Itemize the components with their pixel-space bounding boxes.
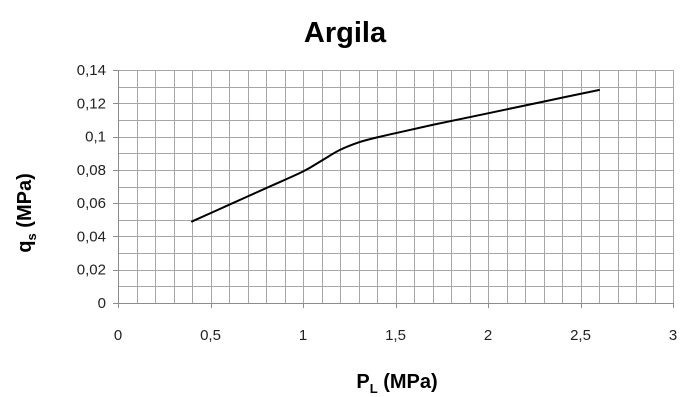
- series-group: [191, 89, 600, 223]
- x-tick-label: 1: [299, 327, 307, 344]
- series-line-1: [191, 89, 600, 223]
- y-tick-label: 0,08: [77, 162, 106, 179]
- y-tick-label: 0,04: [77, 228, 106, 245]
- tick-labels: 0 0,02 0,04 0,06 0,08 0,1 0,12 0,14 0 0,5 1 1,5 2 2,5…: [77, 62, 677, 344]
- y-tick-label: 0: [98, 295, 106, 312]
- x-tick-label: 2,5: [570, 327, 591, 344]
- x-tick-label: 3: [669, 327, 677, 344]
- y-tick-label: 0,06: [77, 195, 106, 212]
- x-tick-label: 0: [114, 327, 122, 344]
- x-tick-label: 0,5: [200, 327, 221, 344]
- y-axis-label: qs (MPa): [14, 173, 39, 252]
- y-tick-label: 0,02: [77, 262, 106, 279]
- y-tick-label: 0,1: [85, 129, 106, 146]
- x-tick-label: 1,5: [385, 327, 406, 344]
- x-axis-label: PL (MPa): [356, 371, 437, 396]
- y-tick-label: 0,12: [77, 95, 106, 112]
- grid: [118, 70, 674, 304]
- axes: [113, 70, 674, 308]
- x-tick-label: 2: [484, 327, 492, 344]
- y-tick-label: 0,14: [77, 62, 106, 79]
- chart-title: Argila: [304, 17, 387, 49]
